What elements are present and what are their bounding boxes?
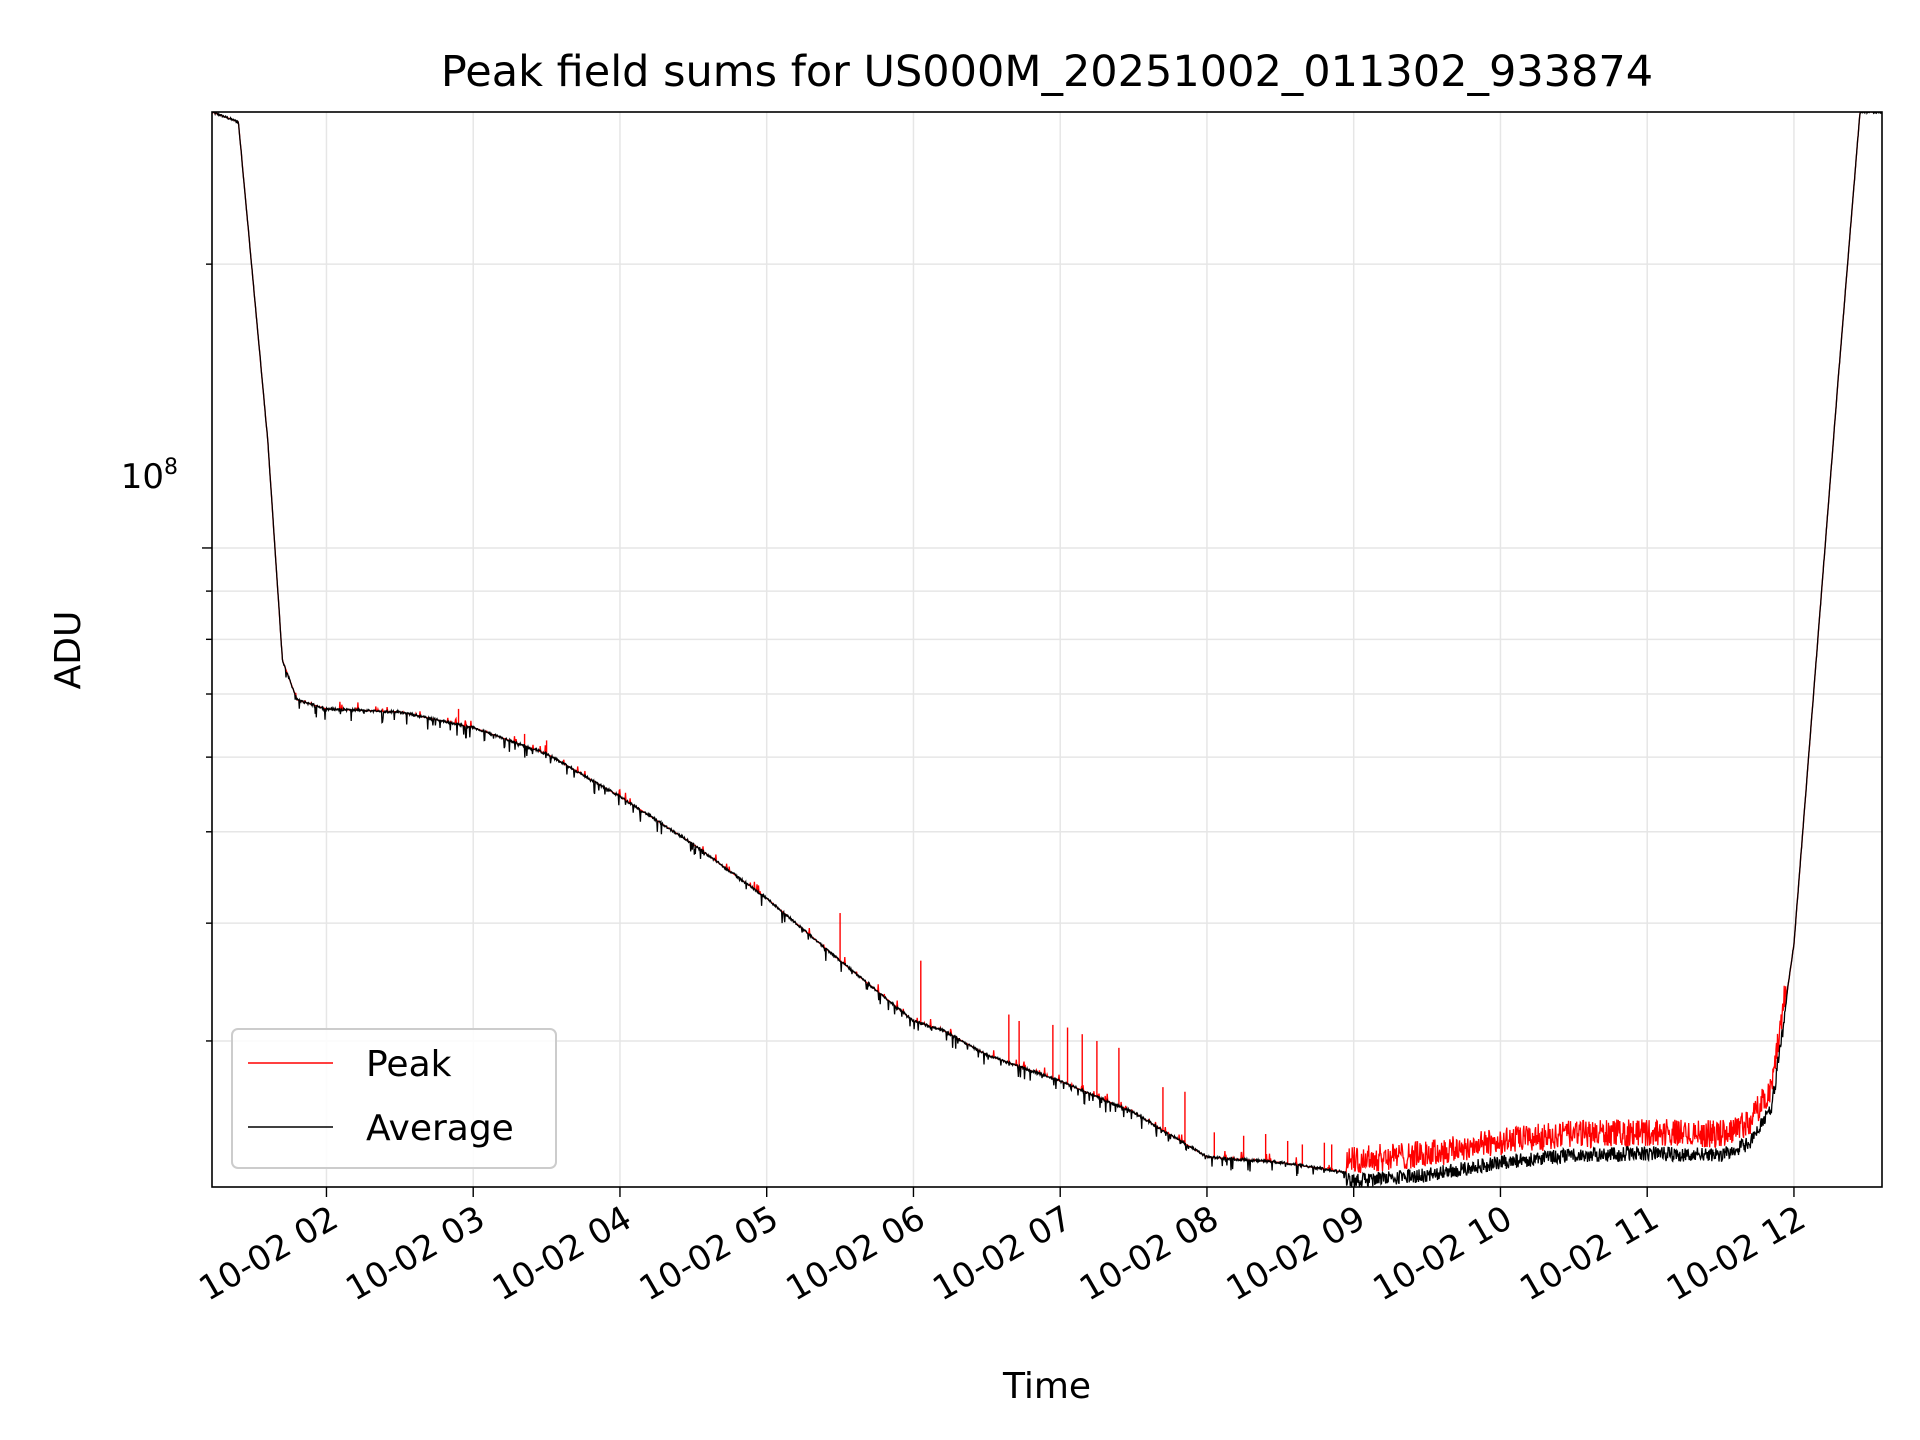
legend-average-label: Average	[366, 1108, 514, 1149]
y-major-tick-label: 108	[121, 455, 178, 497]
plot-frame	[211, 111, 1883, 1188]
chart-title: Peak field sums for US000M_20251002_0113…	[441, 47, 1653, 97]
y-axis-label: ADU	[48, 611, 89, 690]
svg-text:108: 108	[121, 455, 178, 497]
grid	[212, 112, 1882, 1187]
average-series-line	[212, 112, 1882, 1187]
peak-spikes	[457, 708, 1333, 1171]
x-axis-label: Time	[1002, 1366, 1091, 1407]
legend-peak-label: Peak	[366, 1044, 452, 1085]
y-axis	[202, 263, 212, 1042]
legend: Peak Average	[231, 1028, 557, 1169]
